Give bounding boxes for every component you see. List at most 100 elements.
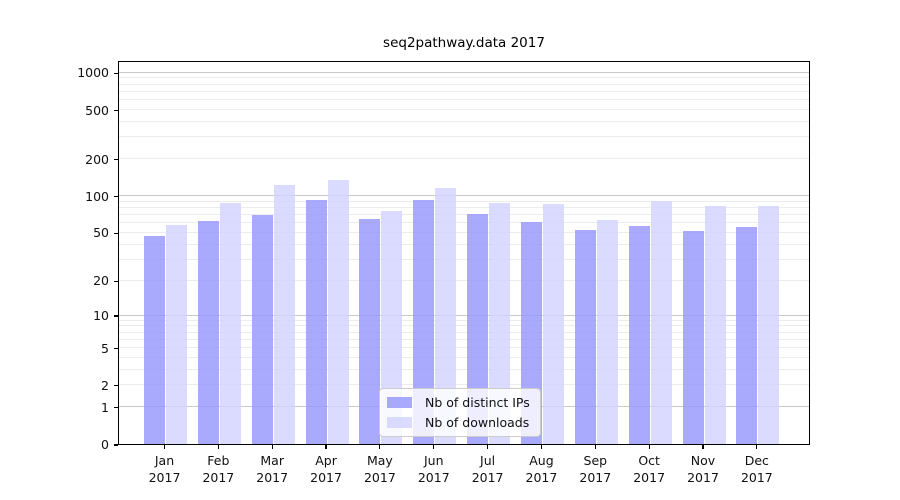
y-tick-mark-2 xyxy=(114,385,118,387)
gridline-600 xyxy=(119,99,809,101)
y-tick-mark-0 xyxy=(114,444,118,446)
y-tick-mark-10 xyxy=(114,315,118,317)
legend-swatch-distinct-ips xyxy=(387,397,412,408)
bar-distinct-ips-mar xyxy=(251,214,273,444)
x-tick-mark-aug xyxy=(540,445,543,449)
gridline-1000 xyxy=(119,71,809,73)
y-tick-label-50: 50 xyxy=(93,225,109,241)
gridline-70 xyxy=(119,214,809,216)
y-tick-mark-1000 xyxy=(114,72,118,74)
x-tick-mark-jun xyxy=(433,445,435,449)
bar-distinct-ips-oct xyxy=(628,225,650,444)
y-tick-mark-200 xyxy=(114,159,118,161)
y-tick-mark-20 xyxy=(114,280,118,282)
y-tick-label-100: 100 xyxy=(85,188,109,204)
chart-title: seq2pathway.data 2017 xyxy=(383,35,545,51)
bar-distinct-ips-jun xyxy=(413,199,435,444)
gridline-900 xyxy=(119,77,809,79)
x-tick-mark-jul xyxy=(487,445,489,449)
gridline-200 xyxy=(119,158,809,160)
bar-downloads-nov xyxy=(704,206,726,444)
x-tick-label-nov: Nov 2017 xyxy=(687,453,719,485)
gridline-20 xyxy=(119,279,809,281)
legend-row-distinct-ips: Nb of distinct IPs xyxy=(387,395,530,410)
bar-distinct-ips-feb xyxy=(197,221,219,444)
legend: Nb of distinct IPs Nb of downloads xyxy=(379,388,541,437)
gridline-800 xyxy=(119,83,809,85)
x-tick-label-sep: Sep 2017 xyxy=(579,453,612,485)
y-tick-label-500: 500 xyxy=(85,102,109,118)
gridline-6 xyxy=(119,338,809,340)
gridline-400 xyxy=(119,121,809,123)
legend-label-downloads: Nb of downloads xyxy=(425,415,530,430)
y-tick-mark-1 xyxy=(114,407,118,409)
bar-downloads-jun xyxy=(435,188,457,444)
gridline-40 xyxy=(119,243,809,245)
x-tick-label-mar: Mar 2017 xyxy=(256,453,289,485)
gridline-3 xyxy=(119,368,809,370)
gridline-2 xyxy=(119,384,809,386)
x-tick-mark-nov xyxy=(702,445,704,449)
gridline-500 xyxy=(119,109,809,111)
y-tick-label-1: 1 xyxy=(101,399,109,415)
x-tick-label-dec: Dec 2017 xyxy=(740,453,773,485)
bar-downloads-feb xyxy=(219,202,241,444)
legend-row-downloads: Nb of downloads xyxy=(387,415,530,430)
bar-downloads-may xyxy=(381,211,403,444)
y-tick-label-0: 0 xyxy=(101,437,109,452)
x-tick-label-jun: Jun 2017 xyxy=(417,453,450,485)
gridline-50 xyxy=(119,231,809,233)
y-tick-label-10: 10 xyxy=(93,307,109,323)
bar-downloads-apr xyxy=(327,179,349,444)
gridline-10 xyxy=(119,314,809,316)
bar-distinct-ips-apr xyxy=(305,200,327,444)
legend-label-distinct-ips: Nb of distinct IPs xyxy=(425,395,530,410)
y-tick-mark-5 xyxy=(114,348,118,350)
x-tick-mark-dec xyxy=(756,445,758,449)
y-tick-label-2: 2 xyxy=(101,377,109,393)
y-tick-label-200: 200 xyxy=(85,151,109,167)
plot-area: Nb of distinct IPs Nb of downloads xyxy=(118,61,810,445)
gridline-9 xyxy=(119,319,809,321)
bar-downloads-jul xyxy=(489,202,511,444)
y-tick-mark-100 xyxy=(114,196,118,198)
gridline-60 xyxy=(119,222,809,224)
gridline-5 xyxy=(119,347,809,349)
gridline-300 xyxy=(119,136,809,138)
x-tick-label-feb: Feb 2017 xyxy=(202,453,235,485)
legend-swatch-downloads xyxy=(387,417,412,428)
x-tick-mark-feb xyxy=(217,445,219,449)
x-tick-label-oct: Oct 2017 xyxy=(633,453,666,485)
y-tick-label-1000: 1000 xyxy=(77,65,109,81)
gridline-80 xyxy=(119,207,809,209)
bar-downloads-dec xyxy=(758,205,780,444)
bar-distinct-ips-may xyxy=(359,218,381,444)
x-tick-mark-sep xyxy=(594,445,596,449)
bar-distinct-ips-dec xyxy=(736,227,758,444)
gridline-8 xyxy=(119,325,809,327)
gridline-700 xyxy=(119,90,809,92)
x-tick-label-may: May 2017 xyxy=(363,453,396,485)
y-tick-label-20: 20 xyxy=(93,273,109,289)
bar-distinct-ips-jan xyxy=(144,235,165,444)
x-tick-mark-apr xyxy=(325,445,327,449)
y-tick-mark-500 xyxy=(114,109,118,112)
x-tick-label-aug: Aug 2017 xyxy=(525,453,558,485)
bar-downloads-mar xyxy=(273,184,295,444)
gridline-4 xyxy=(119,356,809,358)
bar-distinct-ips-jul xyxy=(467,213,489,444)
bar-downloads-sep xyxy=(596,220,618,444)
x-tick-label-apr: Apr 2017 xyxy=(310,453,342,485)
y-tick-mark-50 xyxy=(114,232,118,235)
bar-distinct-ips-sep xyxy=(574,230,596,444)
gridline-7 xyxy=(119,331,809,333)
bar-downloads-oct xyxy=(650,201,672,444)
gridline-100 xyxy=(119,195,809,197)
x-tick-mark-oct xyxy=(648,445,650,449)
x-tick-label-jul: Jul 2017 xyxy=(471,453,504,485)
bar-downloads-aug xyxy=(542,203,564,444)
x-tick-label-jan: Jan 2017 xyxy=(148,453,181,485)
bar-downloads-jan xyxy=(166,224,187,444)
gridline-30 xyxy=(119,258,809,260)
